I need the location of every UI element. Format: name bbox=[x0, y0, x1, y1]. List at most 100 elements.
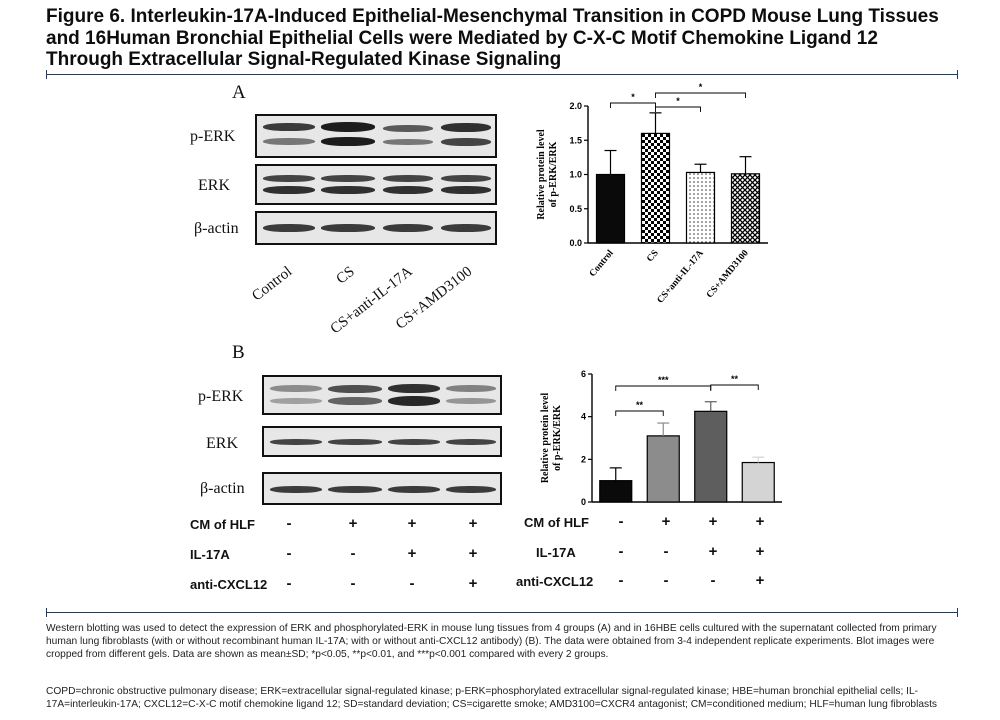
condition-sign: + bbox=[407, 545, 417, 562]
significance-bracket bbox=[615, 385, 712, 391]
condition-sign: + bbox=[755, 543, 765, 560]
x-category-label: CS+anti-IL-17A bbox=[656, 248, 706, 305]
panel-b-condition-label: IL-17A bbox=[190, 547, 230, 562]
condition-sign: + bbox=[407, 515, 417, 532]
figure-title: Figure 6. Interleukin-17A-Induced Epithe… bbox=[46, 6, 939, 70]
condition-sign: - bbox=[350, 545, 356, 562]
blot-band bbox=[321, 137, 375, 146]
blot-band bbox=[328, 439, 382, 445]
panel-b-condition-label: anti-CXCL12 bbox=[190, 577, 268, 592]
bar bbox=[730, 173, 761, 244]
blot-band bbox=[263, 186, 315, 194]
significance-label: ** bbox=[731, 374, 739, 384]
bar bbox=[685, 171, 716, 244]
condition-sign: - bbox=[350, 575, 356, 592]
blot-band bbox=[263, 224, 315, 232]
blot-band bbox=[321, 175, 375, 182]
condition-sign: + bbox=[468, 545, 478, 562]
significance-label: * bbox=[676, 96, 680, 106]
blot-band bbox=[383, 224, 433, 232]
x-category-label: CS+AMD3100 bbox=[705, 248, 751, 300]
blot-band bbox=[263, 175, 315, 182]
panel-b-condition-label: CM of HLF bbox=[190, 517, 255, 532]
y-tick-label: 4 bbox=[581, 412, 586, 422]
condition-sign: - bbox=[618, 543, 624, 560]
panel-b-condition-label: IL-17A bbox=[536, 545, 576, 560]
condition-sign: + bbox=[348, 515, 358, 532]
condition-sign: - bbox=[286, 575, 292, 592]
blot-band bbox=[388, 486, 440, 493]
x-category-label: Control bbox=[588, 248, 616, 279]
blot-band bbox=[270, 385, 322, 392]
blot-band bbox=[441, 186, 491, 194]
y-tick-label: 2 bbox=[581, 454, 586, 464]
blot-band bbox=[321, 122, 375, 132]
blot-band bbox=[441, 138, 491, 146]
blot-band bbox=[383, 125, 433, 132]
significance-label: * bbox=[699, 82, 703, 92]
panel-b-blot-pERK bbox=[262, 375, 502, 415]
blot-band bbox=[328, 397, 382, 405]
figure-caption: Western blotting was used to detect the … bbox=[46, 623, 937, 660]
panel-a-row-label: p-ERK bbox=[190, 128, 236, 145]
panel-a-row-label: β-actin bbox=[194, 220, 239, 237]
blot-band bbox=[383, 186, 433, 194]
bar bbox=[646, 435, 680, 503]
x-category-label: CS bbox=[645, 249, 660, 265]
bar bbox=[640, 132, 671, 244]
bar bbox=[741, 461, 775, 503]
panel-b-letter: B bbox=[232, 342, 245, 363]
panel-b-bar-chart: 0 2 4 6 Relative protein levelof p-ERK/ERK **… bbox=[540, 369, 782, 507]
condition-sign: - bbox=[409, 575, 415, 592]
panel-b-row-label: p-ERK bbox=[198, 388, 244, 405]
bar bbox=[599, 480, 633, 503]
condition-sign: - bbox=[618, 572, 624, 589]
blot-band bbox=[446, 385, 496, 392]
condition-sign: - bbox=[286, 515, 292, 532]
figure-abbreviations: COPD=chronic obstructive pulmonary disea… bbox=[46, 686, 938, 710]
condition-sign: + bbox=[708, 513, 718, 530]
blot-band bbox=[270, 439, 322, 445]
significance-bracket bbox=[615, 410, 664, 416]
panel-b-condition-label: anti-CXCL12 bbox=[516, 574, 594, 589]
blot-band bbox=[383, 139, 433, 145]
y-tick-label: 0.5 bbox=[569, 204, 582, 214]
blot-band bbox=[388, 396, 440, 406]
bar bbox=[694, 410, 728, 503]
y-tick-label: 2.0 bbox=[569, 101, 582, 111]
top-divider bbox=[46, 70, 958, 79]
significance-bracket bbox=[655, 106, 701, 112]
condition-sign: + bbox=[755, 513, 765, 530]
blot-band bbox=[328, 486, 382, 493]
condition-sign: + bbox=[468, 575, 478, 592]
panel-a-letter: A bbox=[232, 82, 246, 103]
y-tick-label: 6 bbox=[581, 369, 586, 379]
condition-sign: + bbox=[661, 513, 671, 530]
panel-b-row-label: ERK bbox=[206, 435, 238, 452]
blot-band bbox=[270, 398, 322, 404]
panel-a-blot-pERK bbox=[255, 114, 497, 158]
bottom-divider bbox=[46, 608, 958, 617]
blot-band bbox=[321, 186, 375, 194]
blot-band bbox=[446, 398, 496, 404]
condition-sign: + bbox=[755, 572, 765, 589]
blot-band bbox=[383, 175, 433, 182]
blot-band bbox=[441, 224, 491, 232]
condition-sign: - bbox=[663, 543, 669, 560]
y-axis-label: Relative protein levelof p-ERK/ERK bbox=[540, 393, 563, 484]
condition-sign: - bbox=[663, 572, 669, 589]
panel-b-row-label: β-actin bbox=[200, 480, 245, 497]
blot-band bbox=[263, 123, 315, 131]
panel-a-lane-label: CS bbox=[333, 263, 358, 288]
blot-band bbox=[328, 385, 382, 393]
bar bbox=[595, 173, 626, 244]
blot-band bbox=[388, 384, 440, 393]
panel-a-blot-actin bbox=[255, 211, 497, 245]
panel-b-blot-actin bbox=[262, 472, 502, 505]
condition-sign: - bbox=[618, 513, 624, 530]
panel-a-bar-chart: 0.0 0.5 1.0 1.5 2.0 Relative protein levelof … bbox=[536, 82, 768, 306]
y-tick-label: 1.0 bbox=[569, 170, 582, 180]
blot-band bbox=[388, 439, 440, 445]
panel-b-blot-ERK bbox=[262, 426, 502, 457]
condition-sign: + bbox=[708, 543, 718, 560]
